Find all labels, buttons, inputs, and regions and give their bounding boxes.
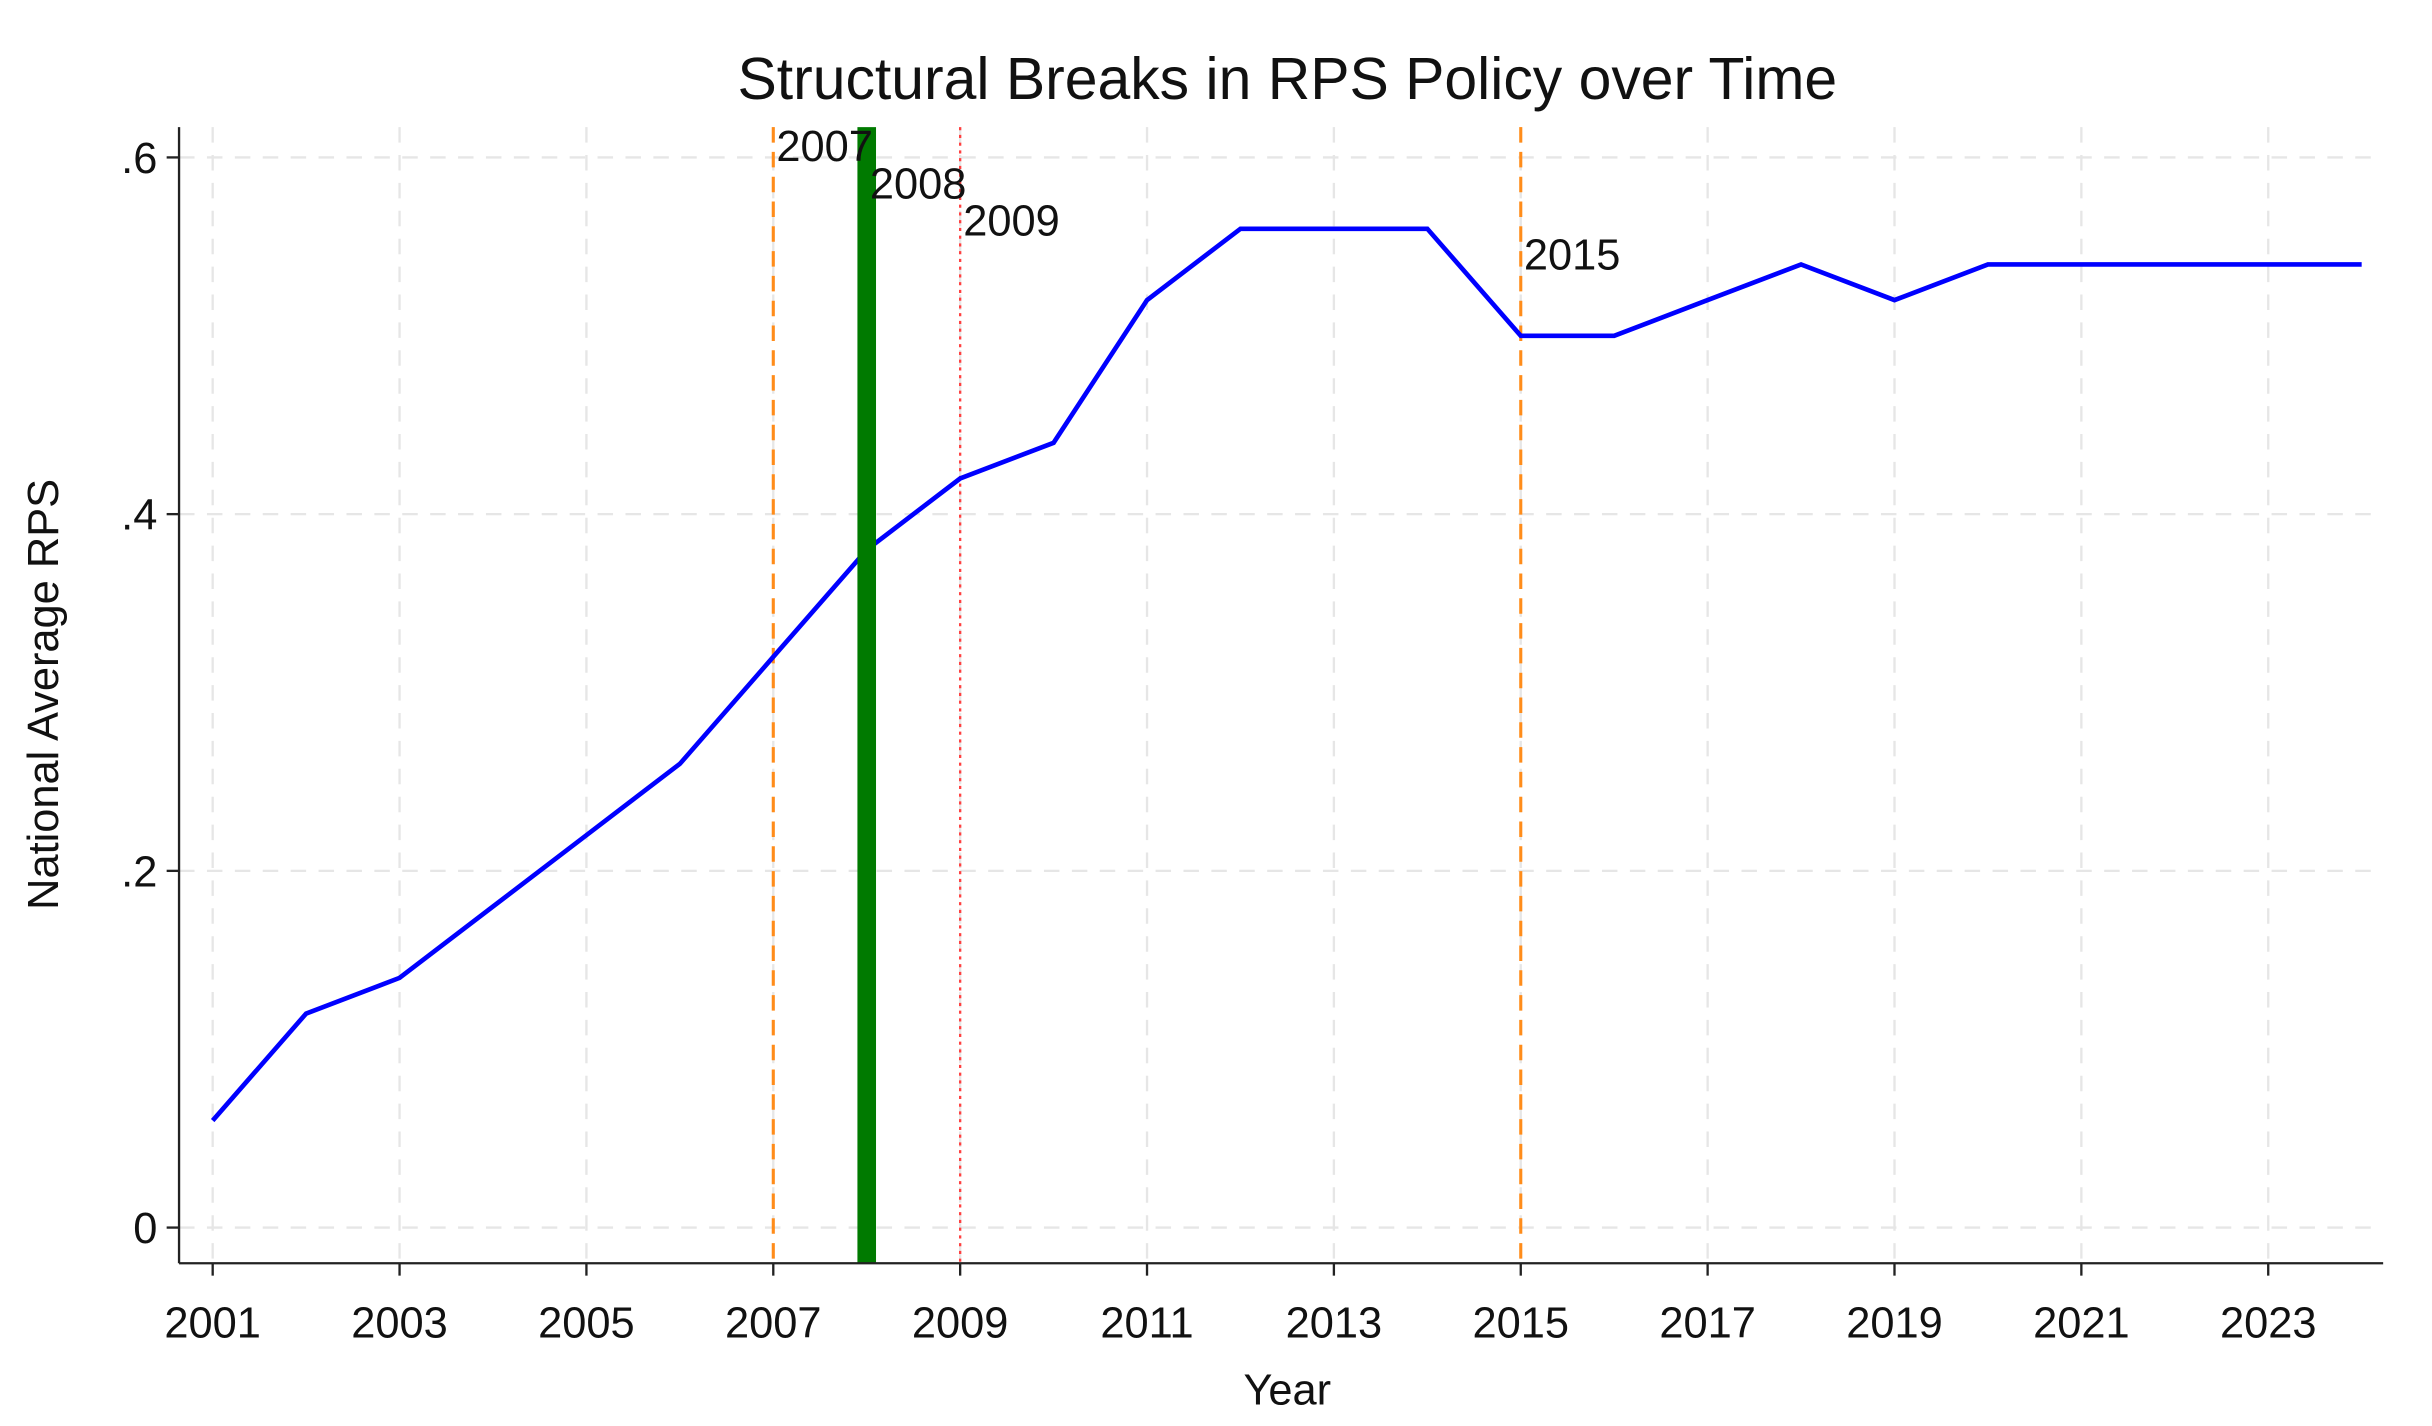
x-tick-label: 2011 xyxy=(1100,1300,1193,1348)
y-tick-label: 0 xyxy=(133,1205,157,1253)
x-tick-label: 2001 xyxy=(164,1300,261,1348)
x-tick-label: 2019 xyxy=(1846,1300,1943,1348)
break-label: 2008 xyxy=(870,160,967,208)
x-tick-label: 2021 xyxy=(2033,1300,2130,1348)
data-line xyxy=(210,226,2362,1123)
x-tick-label: 2009 xyxy=(912,1300,1009,1348)
x-tick-label: 2023 xyxy=(2220,1300,2317,1348)
break-label: 2007 xyxy=(776,123,873,171)
break-label: 2015 xyxy=(1524,232,1621,280)
x-tick-label: 2015 xyxy=(1472,1300,1569,1348)
x-tick-label: 2017 xyxy=(1659,1300,1756,1348)
x-tick-label: 2007 xyxy=(725,1300,822,1348)
break-label: 2009 xyxy=(963,198,1060,246)
y-tick-label: .2 xyxy=(121,848,157,896)
chart-title: Structural Breaks in RPS Policy over Tim… xyxy=(737,47,1837,112)
y-tick-label: .6 xyxy=(121,135,157,183)
x-tick-label: 2013 xyxy=(1286,1300,1383,1348)
x-axis-label: Year xyxy=(1243,1366,1331,1414)
x-tick-label: 2003 xyxy=(351,1300,448,1348)
x-tick-label: 2005 xyxy=(538,1300,635,1348)
y-axis-label: National Average RPS xyxy=(20,479,68,910)
y-tick-label: .4 xyxy=(121,492,157,540)
